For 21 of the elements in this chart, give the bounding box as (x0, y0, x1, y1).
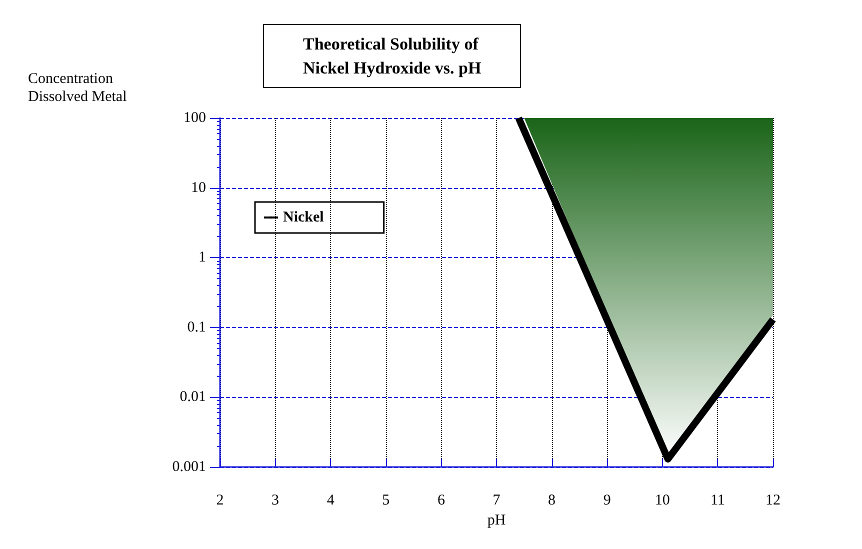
x-tick-label: 8 (548, 492, 556, 508)
x-tick-label: 9 (603, 492, 611, 508)
chart-title: Theoretical Solubility of Nickel Hydroxide vs. pH (303, 34, 482, 78)
y-tick-label: 10 (191, 180, 206, 196)
x-tick-label: 12 (766, 492, 780, 508)
x-axis-title: pH (487, 512, 506, 528)
y-tick-label: 0.01 (180, 389, 206, 406)
y-tick-label: 100 (184, 110, 206, 126)
x-tick-label: 3 (272, 492, 280, 508)
y-tick-label: 0.1 (187, 319, 206, 336)
x-tick-label: 7 (492, 492, 501, 508)
y-tick-label: 1 (198, 250, 206, 266)
x-tick-label: 6 (437, 492, 446, 508)
x-tick-label: 5 (382, 492, 390, 508)
legend-label: Nickel (283, 210, 324, 226)
x-tick-label: 2 (216, 492, 224, 508)
x-tick-label: 4 (326, 492, 335, 508)
x-tick-label: 10 (654, 492, 670, 508)
y-tick-label: 0.001 (172, 459, 206, 475)
x-tick-label: 11 (710, 492, 725, 508)
y-axis-title: Concentration Dissolved Metal (28, 71, 127, 105)
